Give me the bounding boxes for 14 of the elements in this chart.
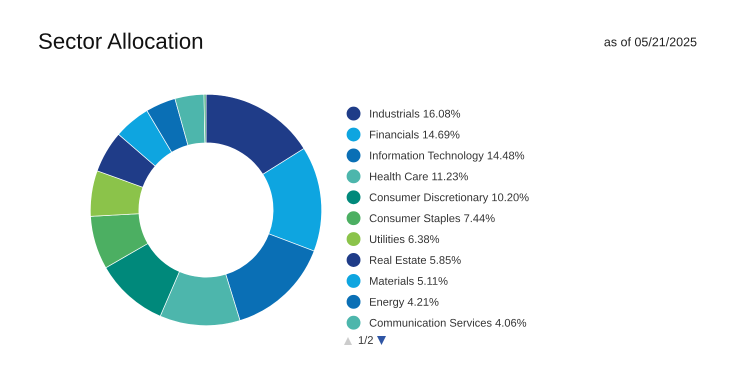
legend-label: Energy 4.21% xyxy=(370,298,439,308)
legend-label: Communication Services 4.06% xyxy=(370,318,526,327)
legend-label: Industrials 16.08% xyxy=(370,109,460,118)
legend-label: Consumer Staples 7.44% xyxy=(370,214,495,224)
legend-label: Information Technology 14.48% xyxy=(370,151,524,162)
chart-title: Sector Allocation xyxy=(39,32,202,49)
legend-label: Health Care 11.23% xyxy=(370,172,468,180)
text: 1/2 xyxy=(358,336,373,344)
text: as of 05/21/2025 xyxy=(604,37,696,46)
legend-label: Materials 5.11% xyxy=(370,276,448,285)
legend-label: Real Estate 5.85% xyxy=(370,256,461,264)
legend-label: Utilities 6.38% xyxy=(370,234,440,244)
legend-label: Financials 14.69% xyxy=(370,130,460,139)
legend-label: Consumer Discretionary 10.20% xyxy=(370,193,529,204)
